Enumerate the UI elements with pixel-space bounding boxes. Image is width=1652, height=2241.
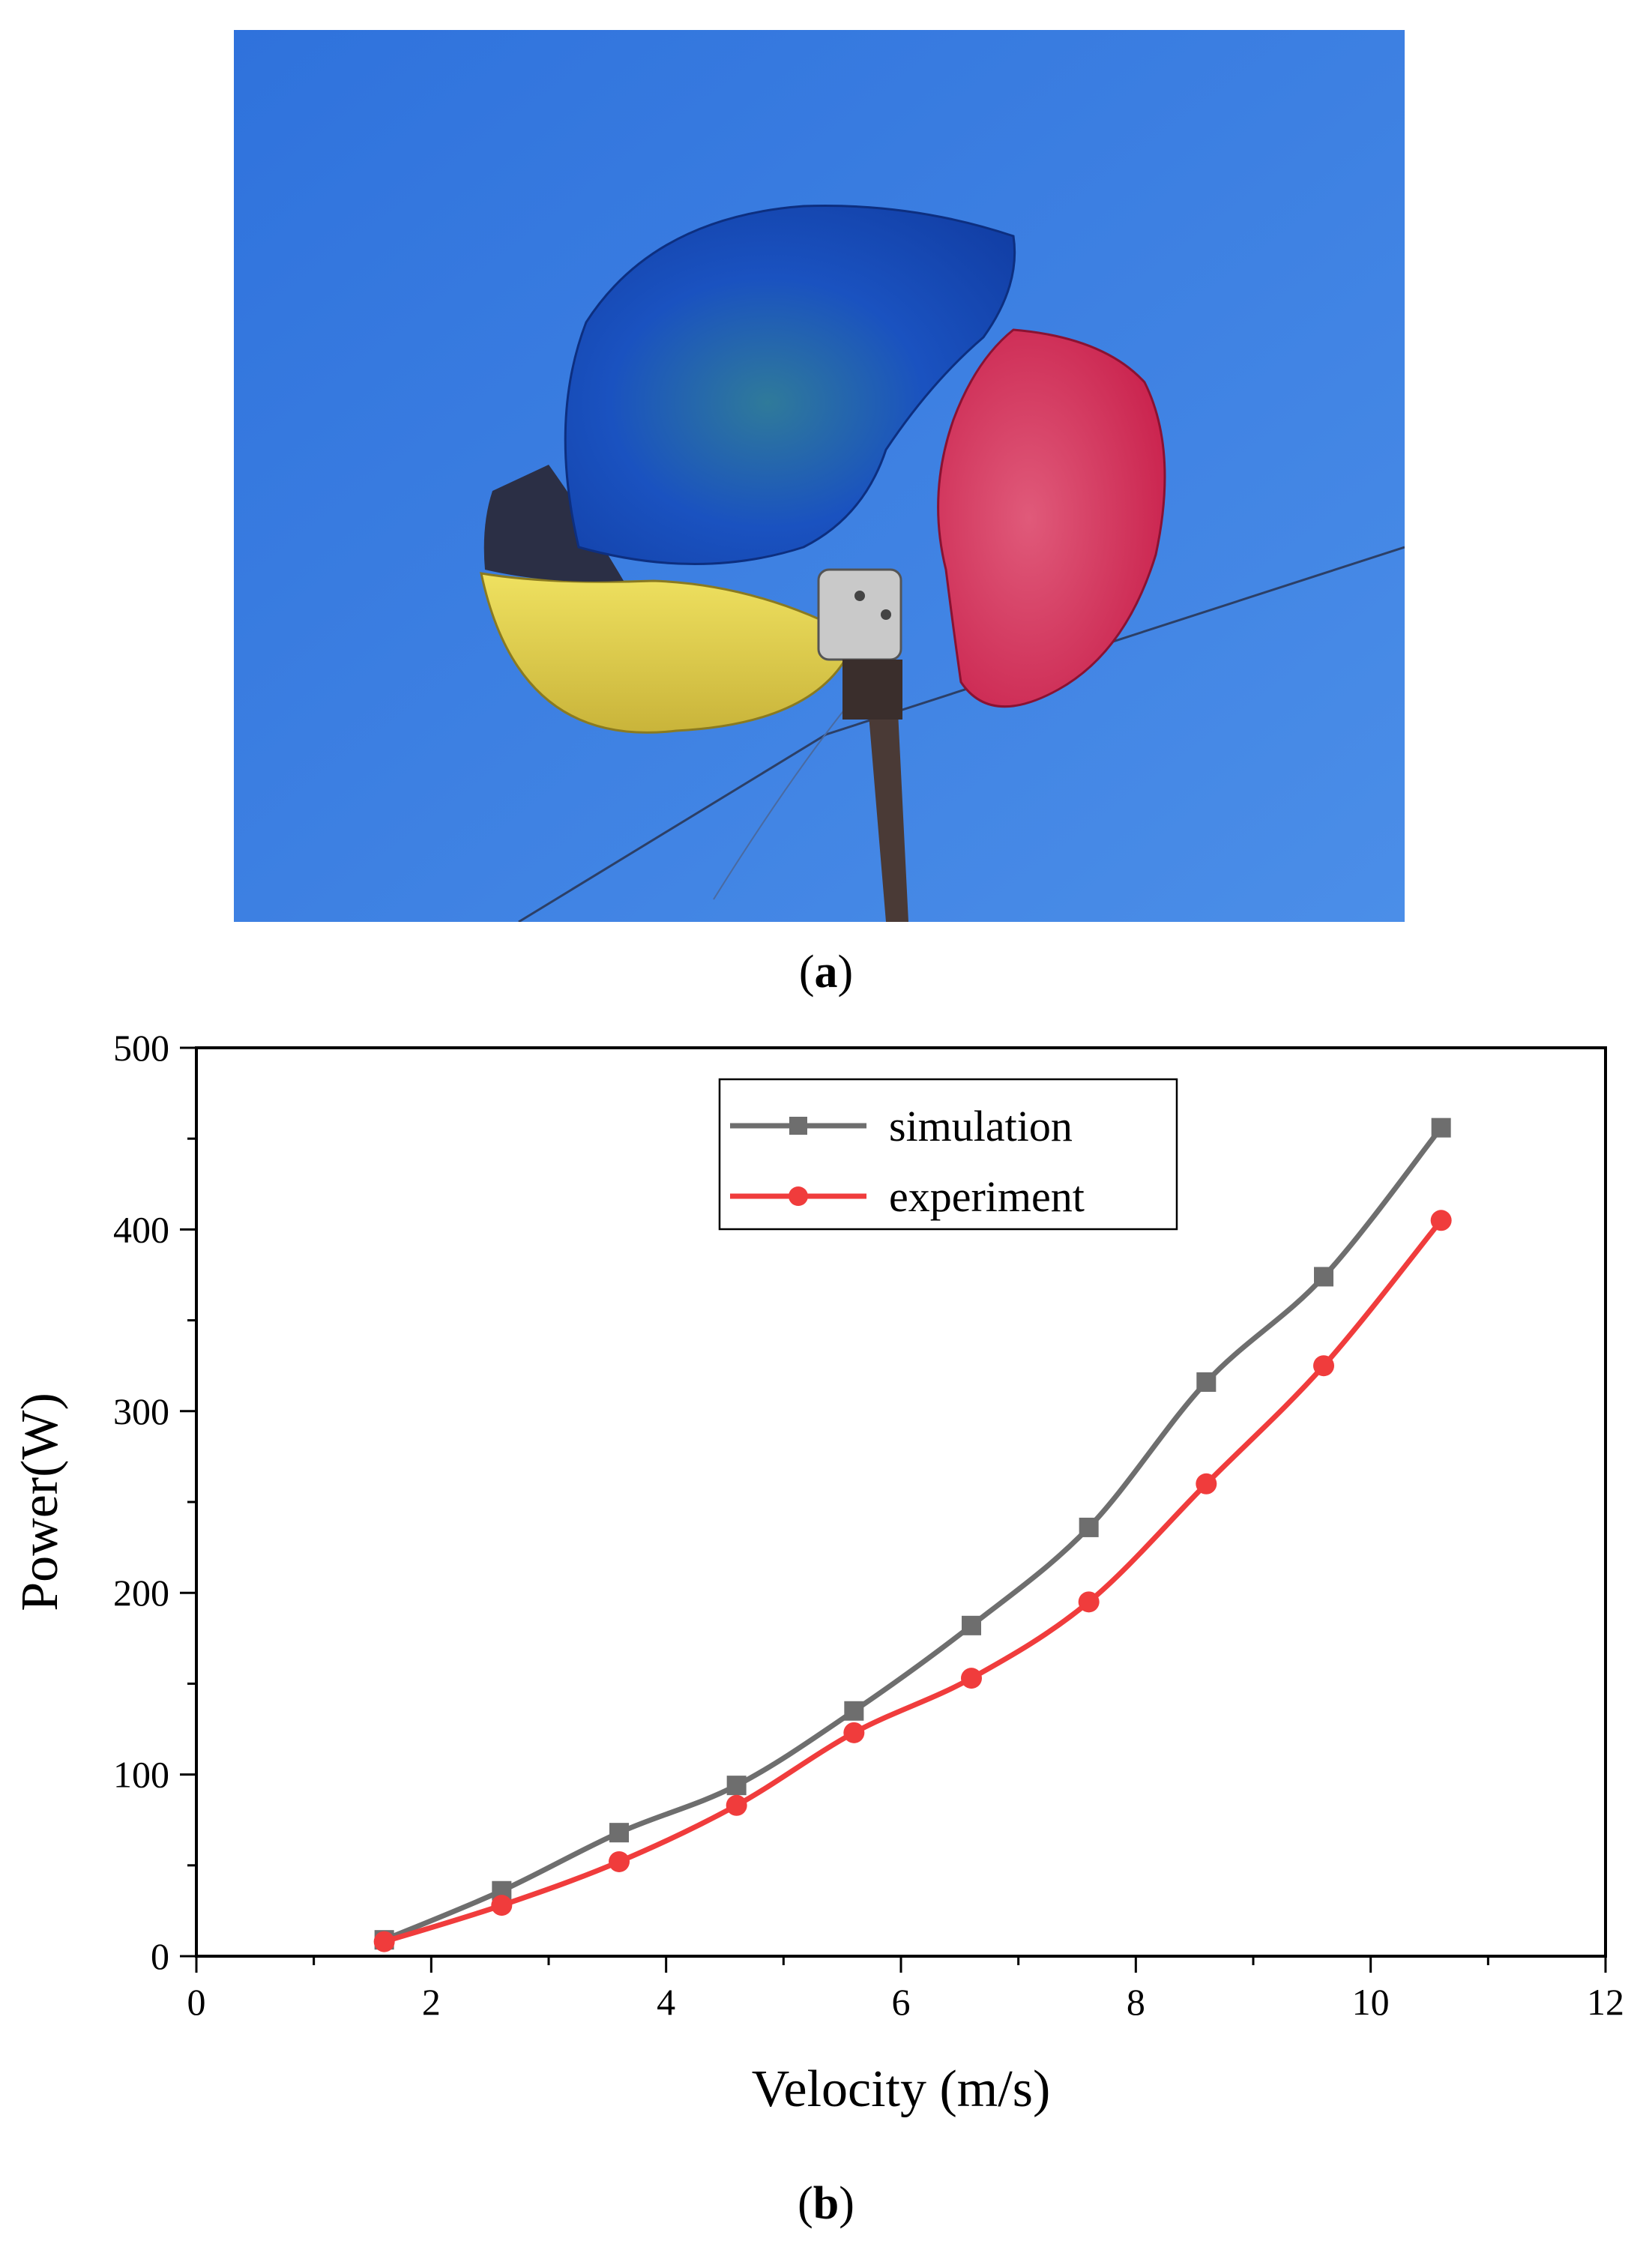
simulation-point: [844, 1701, 864, 1721]
x-tick-label: 4: [657, 1981, 675, 2023]
turbine-pole: [867, 697, 908, 922]
y-tick-label: 0: [151, 1935, 169, 1977]
x-axis-title: Velocity (m/s): [752, 2060, 1051, 2118]
legend-item-simulation: simulation: [730, 1102, 1073, 1150]
legend-label: simulation: [889, 1102, 1073, 1150]
wind-turbine-rotor-icon: [234, 30, 1405, 922]
panel-label-a: (a): [798, 947, 854, 998]
bucket-inner: [483, 465, 624, 582]
y-axis-title: Power(W): [11, 1393, 69, 1611]
series-layer: [373, 1118, 1452, 1952]
series-simulation: [374, 1118, 1451, 1950]
experiment-point: [491, 1895, 513, 1916]
x-tick-label: 8: [1127, 1981, 1145, 2023]
experiment-point: [373, 1931, 395, 1952]
y-tick-label: 500: [113, 1027, 169, 1069]
x-axis: 0 2 4 6 8 10 12: [187, 1956, 1624, 2023]
simulation-point: [1079, 1517, 1099, 1537]
y-tick-label: 100: [113, 1754, 169, 1796]
x-tick-label: 6: [892, 1981, 911, 2023]
y-axis: 0 100 200 300 400 500: [113, 1027, 196, 1977]
legend-label: experiment: [889, 1172, 1085, 1221]
simulation-point: [1431, 1118, 1451, 1138]
blue-blade: [564, 205, 1016, 565]
x-tick-label: 2: [422, 1981, 441, 2023]
legend: simulation experiment: [718, 1078, 1178, 1231]
simulation-point: [609, 1823, 629, 1843]
series-experiment: [373, 1210, 1452, 1952]
experiment-point: [1078, 1591, 1100, 1613]
guy-wire: [713, 704, 849, 900]
experiment-point: [843, 1722, 865, 1743]
experiment-point: [1430, 1210, 1452, 1231]
y-tick-label: 300: [113, 1390, 169, 1432]
turbine-shaft: [842, 660, 902, 720]
experiment-point: [609, 1851, 630, 1872]
x-tick-label: 12: [1587, 1981, 1624, 2023]
simulation-point: [726, 1776, 747, 1796]
x-tick-label: 10: [1352, 1981, 1390, 2023]
experiment-point: [1313, 1355, 1334, 1377]
legend-item-experiment: experiment: [730, 1172, 1085, 1221]
simulation-point: [1196, 1372, 1217, 1393]
simulation-point: [962, 1615, 981, 1635]
simulation-point: [1314, 1267, 1333, 1287]
turbine-photo: [234, 30, 1405, 922]
experiment-point: [1196, 1473, 1217, 1494]
experiment-line: [383, 1219, 1444, 1944]
legend-marker: [789, 1117, 807, 1135]
y-tick-label: 200: [113, 1572, 169, 1614]
experiment-point: [726, 1794, 747, 1816]
y-tick-label: 400: [113, 1208, 169, 1250]
simulation-line: [383, 1126, 1444, 1943]
panel-label-b: (b): [798, 2178, 854, 2229]
x-tick-label: 0: [187, 1981, 206, 2023]
red-blade: [937, 328, 1166, 708]
legend-marker: [789, 1186, 808, 1206]
experiment-point: [961, 1668, 982, 1689]
